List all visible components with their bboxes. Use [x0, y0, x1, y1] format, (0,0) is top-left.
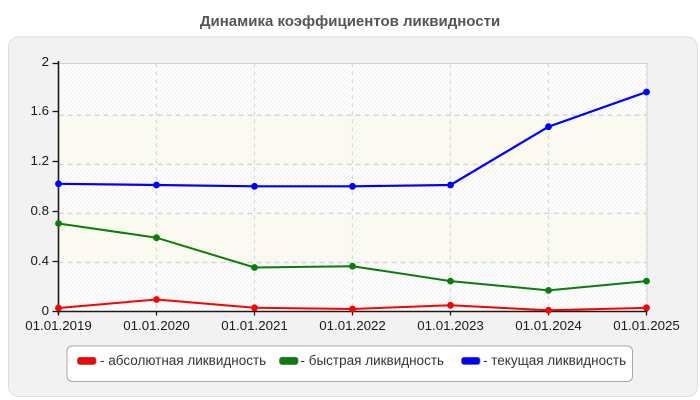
svg-text:01.01.2023: 01.01.2023 [417, 318, 484, 333]
svg-text:01.01.2025: 01.01.2025 [613, 318, 680, 333]
svg-text:0.8: 0.8 [31, 203, 50, 218]
svg-text:- абсолютная ликвидность: - абсолютная ликвидность [100, 353, 266, 368]
svg-text:01.01.2021: 01.01.2021 [221, 318, 288, 333]
svg-text:2: 2 [42, 54, 49, 69]
svg-text:0: 0 [42, 303, 49, 318]
svg-text:- быстрая ликвидность: - быстрая ликвидность [301, 353, 445, 368]
svg-text:01.01.2019: 01.01.2019 [25, 318, 92, 333]
svg-text:01.01.2024: 01.01.2024 [515, 318, 582, 333]
svg-text:1.6: 1.6 [31, 103, 50, 118]
svg-text:01.01.2020: 01.01.2020 [123, 318, 190, 333]
svg-text:0.4: 0.4 [31, 253, 50, 268]
svg-text:- текущая ликвидность: - текущая ликвидность [483, 353, 626, 368]
svg-text:Динамика коэффициентов ликвидн: Динамика коэффициентов ликвидности [200, 13, 500, 30]
svg-text:01.01.2022: 01.01.2022 [319, 318, 386, 333]
svg-text:1.2: 1.2 [31, 153, 50, 168]
